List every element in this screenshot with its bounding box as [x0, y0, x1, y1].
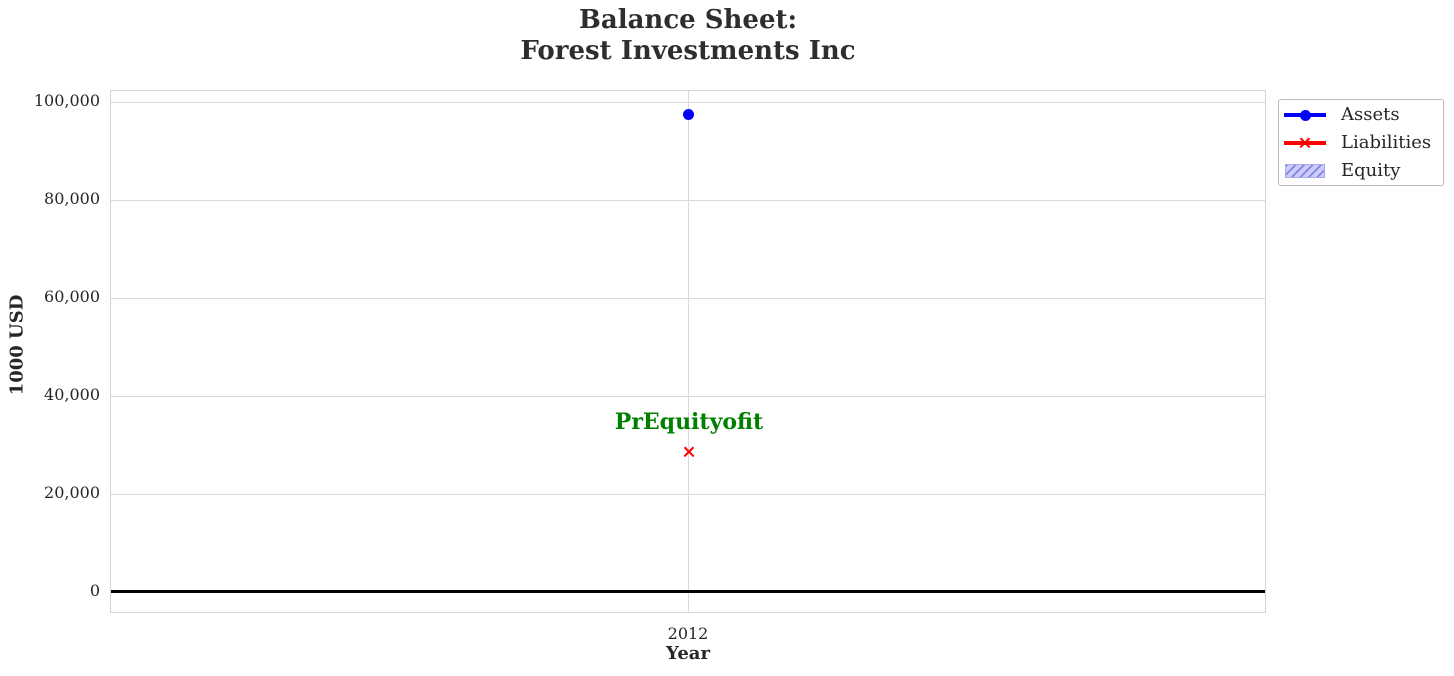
y-axis-label: 1000 USD [6, 294, 28, 396]
ytick-80000: 80,000 [44, 189, 100, 208]
liabilities-line-x-icon [1284, 129, 1326, 157]
chart-title: Balance Sheet: Forest Investments Inc [110, 5, 1266, 67]
ytick-0: 0 [89, 581, 100, 600]
annotation-text: PrEquityofit [614, 409, 764, 435]
x-axis-label: Year [666, 643, 710, 664]
plot-area: PrEquityofit [110, 90, 1266, 613]
legend-label-liabilities: Liabilities [1341, 132, 1432, 153]
ytick-60000: 60,000 [44, 287, 100, 306]
equity-hatched-patch-icon [1284, 157, 1326, 185]
assets-line-circle-icon [1284, 101, 1326, 129]
zero-baseline [111, 590, 1265, 593]
assets-data-point [683, 109, 694, 120]
legend-label-assets: Assets [1341, 104, 1400, 125]
legend: Assets Liabilities Equity [1278, 99, 1444, 186]
xtick-2012: 2012 [667, 624, 709, 643]
chart-title-line1: Balance Sheet: [578, 5, 798, 35]
legend-item-assets: Assets [1284, 101, 1437, 129]
legend-label-equity: Equity [1341, 160, 1401, 181]
chart-title-line2: Forest Investments Inc [520, 36, 856, 66]
ytick-40000: 40,000 [44, 385, 100, 404]
ytick-100000: 100,000 [33, 91, 100, 110]
gridline-x-2012 [688, 91, 689, 612]
legend-item-equity: Equity [1284, 157, 1437, 185]
ytick-20000: 20,000 [44, 483, 100, 502]
legend-item-liabilities: Liabilities [1284, 129, 1437, 157]
liabilities-data-point [683, 446, 695, 458]
